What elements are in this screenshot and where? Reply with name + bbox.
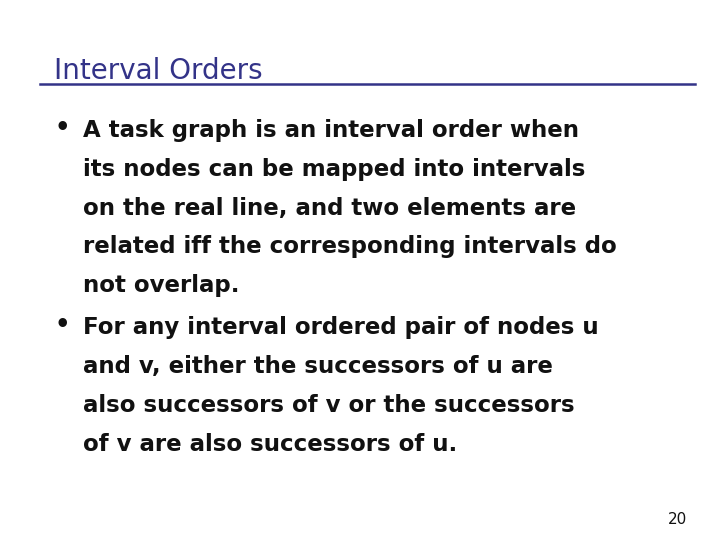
Text: 20: 20 bbox=[668, 511, 688, 526]
Text: •: • bbox=[54, 313, 70, 337]
Text: its nodes can be mapped into intervals: its nodes can be mapped into intervals bbox=[83, 158, 585, 181]
Text: of v are also successors of u.: of v are also successors of u. bbox=[83, 433, 457, 456]
Text: •: • bbox=[54, 116, 70, 140]
Text: related iff the corresponding intervals do: related iff the corresponding intervals … bbox=[83, 235, 616, 259]
Text: Interval Orders: Interval Orders bbox=[54, 57, 263, 85]
Text: also successors of v or the successors: also successors of v or the successors bbox=[83, 394, 575, 417]
Text: on the real line, and two elements are: on the real line, and two elements are bbox=[83, 197, 576, 220]
Text: not overlap.: not overlap. bbox=[83, 274, 239, 298]
Text: and v, either the successors of u are: and v, either the successors of u are bbox=[83, 355, 553, 378]
Text: For any interval ordered pair of nodes u: For any interval ordered pair of nodes u bbox=[83, 316, 598, 339]
Text: A task graph is an interval order when: A task graph is an interval order when bbox=[83, 119, 579, 142]
